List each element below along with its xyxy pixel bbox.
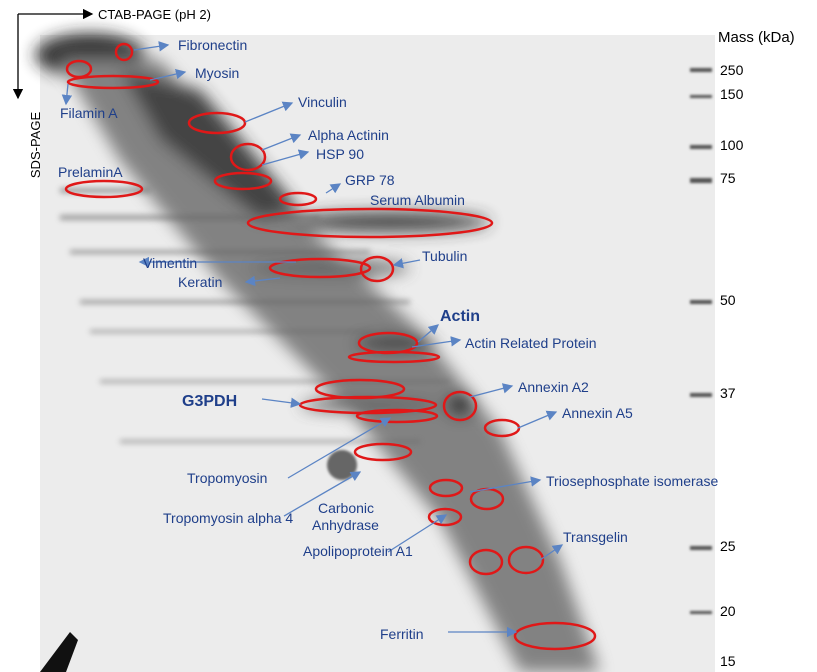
arrow bbox=[261, 133, 302, 151]
protein-label: G3PDH bbox=[182, 393, 237, 410]
protein-label: Alpha Actinin bbox=[308, 127, 389, 143]
protein-label: Actin Related Protein bbox=[465, 335, 597, 351]
arrow bbox=[244, 101, 294, 123]
mass-marker: 250 bbox=[720, 62, 744, 78]
protein-label: Triosephosphate isomerase bbox=[546, 473, 718, 489]
label-arrows bbox=[61, 41, 564, 638]
spot bbox=[428, 478, 464, 498]
arrow bbox=[244, 275, 281, 287]
spot bbox=[355, 408, 439, 424]
protein-label: Ferritin bbox=[380, 626, 424, 642]
mass-title: Mass (kDa) bbox=[718, 29, 795, 46]
arrow bbox=[539, 544, 564, 561]
protein-label: Apolipoprotein A1 bbox=[303, 543, 413, 559]
spot bbox=[66, 74, 160, 90]
arrow bbox=[517, 410, 558, 429]
spot bbox=[359, 255, 395, 283]
protein-label: GRP 78 bbox=[345, 172, 395, 188]
mass-marker: 50 bbox=[720, 292, 736, 308]
protein-label: Tropomyosin bbox=[187, 470, 267, 486]
protein-label: HSP 90 bbox=[316, 146, 364, 162]
spot bbox=[278, 191, 318, 207]
spot bbox=[187, 111, 247, 135]
protein-label: Myosin bbox=[195, 65, 239, 81]
mass-marker: 100 bbox=[720, 137, 744, 153]
protein-label: Tubulin bbox=[422, 248, 467, 264]
spot bbox=[64, 179, 144, 199]
arrow bbox=[261, 149, 310, 166]
protein-label: Keratin bbox=[178, 274, 222, 290]
protein-label: Carbonic bbox=[318, 500, 374, 516]
mass-marker: 150 bbox=[720, 86, 744, 102]
arrow bbox=[392, 258, 421, 269]
mass-marker: 20 bbox=[720, 603, 736, 619]
gel-image bbox=[35, 33, 715, 672]
protein-label: Serum Albumin bbox=[370, 192, 465, 208]
labels: Fibronectin Myosin Filamin A Vinculin Alpha … bbox=[58, 37, 744, 669]
protein-label: Filamin A bbox=[60, 105, 118, 121]
protein-label: Anhydrase bbox=[312, 517, 379, 533]
arrow bbox=[261, 397, 302, 408]
spot bbox=[468, 548, 504, 576]
protein-label: Annexin A2 bbox=[518, 379, 589, 395]
horizontal-axis-label: CTAB-PAGE (pH 2) bbox=[98, 7, 211, 22]
arrow bbox=[417, 324, 439, 343]
mass-marker: 37 bbox=[720, 385, 736, 401]
vertical-axis-label: SDS-PAGE bbox=[28, 112, 43, 179]
arrow bbox=[287, 417, 392, 479]
spot bbox=[114, 42, 134, 62]
arrow bbox=[411, 336, 462, 348]
spot bbox=[442, 390, 478, 422]
protein-label: Actin bbox=[440, 308, 480, 325]
protein-label: Vimentin bbox=[143, 255, 197, 271]
mass-marker: 25 bbox=[720, 538, 736, 554]
spot bbox=[268, 257, 372, 279]
spot bbox=[347, 350, 441, 364]
protein-label: Tropomyosin alpha 4 bbox=[163, 510, 293, 526]
arrow bbox=[133, 41, 170, 52]
spot bbox=[353, 442, 413, 462]
protein-label: Fibronectin bbox=[178, 37, 247, 53]
protein-label: Vinculin bbox=[298, 94, 347, 110]
arrow bbox=[283, 471, 362, 517]
mass-marker: 15 bbox=[720, 653, 736, 669]
spot bbox=[427, 507, 463, 527]
spot bbox=[246, 207, 494, 239]
arrow bbox=[469, 383, 514, 398]
spot bbox=[229, 142, 267, 172]
mass-marker: 75 bbox=[720, 170, 736, 186]
arrow bbox=[325, 183, 342, 194]
arrow bbox=[149, 68, 187, 81]
protein-label: Transgelin bbox=[563, 529, 628, 545]
protein-label: PrelaminA bbox=[58, 164, 123, 180]
protein-label: Annexin A5 bbox=[562, 405, 633, 421]
spot bbox=[213, 171, 273, 191]
arrow bbox=[469, 476, 542, 493]
spot bbox=[507, 545, 545, 575]
arrow bbox=[387, 514, 448, 553]
arrow bbox=[61, 83, 73, 106]
